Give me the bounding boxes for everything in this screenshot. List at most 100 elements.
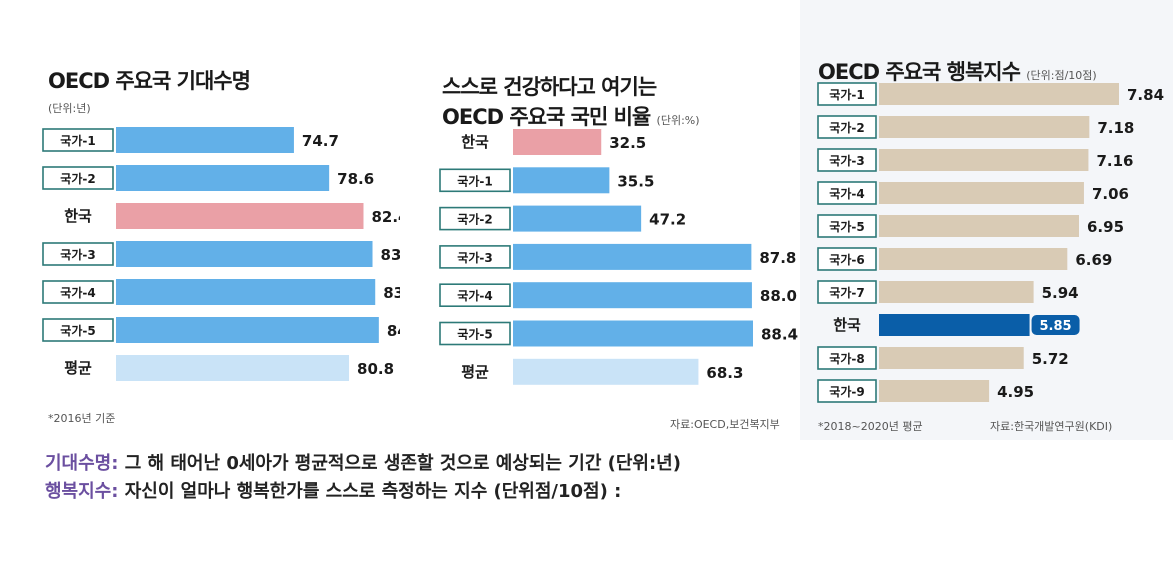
happiness-footnote: *2018~2020년 평균 bbox=[818, 420, 923, 433]
category-box bbox=[817, 280, 877, 304]
category-label: 국가-5 bbox=[829, 219, 864, 234]
bar bbox=[513, 358, 699, 385]
category-label: 국가-1 bbox=[60, 133, 95, 148]
definition-text: 자신이 얼마나 행복한가를 스스로 측정하는 지수 (단위점/10점) : bbox=[118, 481, 622, 502]
category-box bbox=[817, 148, 877, 172]
category-label: 국가-7 bbox=[829, 285, 864, 300]
value-label: 5.72 bbox=[1032, 350, 1069, 368]
bar bbox=[116, 127, 294, 153]
definition-term: 행복지수: bbox=[45, 481, 119, 502]
bar bbox=[513, 167, 610, 194]
life-expectancy-panel: OECD 주요국 기대수명 (단위:년) 국가-1 74.7 국가-2 78.6 한국 8… bbox=[0, 0, 424, 440]
happiness-index-panel: OECD 주요국 행복지수 (단위:점/10점) 국가-1 7.84 국가-2 7.1… bbox=[800, 0, 1173, 440]
category-box bbox=[817, 115, 877, 139]
category-box bbox=[439, 321, 511, 346]
bar bbox=[116, 355, 350, 381]
health-source: 자료:OECD,보건복지부 bbox=[670, 418, 780, 431]
bar bbox=[879, 116, 1090, 138]
bar bbox=[513, 320, 753, 347]
definition-life-expectancy: 기대수명: 그 해 태어난 0세아가 평균적으로 생존할 것으로 예상되는 기간… bbox=[45, 450, 681, 478]
category-label: 국가-2 bbox=[829, 120, 864, 135]
life-expectancy-unit: (단위:년) bbox=[48, 102, 91, 115]
bar bbox=[116, 241, 373, 267]
category-box bbox=[42, 280, 114, 304]
value-label: 87.8 bbox=[759, 249, 796, 267]
category-box bbox=[817, 214, 877, 238]
life-expectancy-title: OECD 주요국 기대수명 bbox=[48, 69, 251, 93]
value-label: 47.2 bbox=[649, 211, 686, 229]
value-label: 32.5 bbox=[609, 134, 646, 152]
value-label: 7.06 bbox=[1092, 185, 1129, 203]
category-box bbox=[42, 128, 114, 152]
health-unit: (단위:%) bbox=[656, 114, 700, 127]
bar bbox=[513, 129, 602, 155]
happiness-unit: (단위:점/10점) bbox=[1026, 69, 1097, 82]
category-box bbox=[817, 247, 877, 271]
happiness-title: OECD 주요국 행복지수 bbox=[818, 60, 1021, 84]
category-box bbox=[817, 181, 877, 205]
health-title-line2-row: OECD 주요국 국민 비율 (단위:%) bbox=[442, 102, 700, 136]
category-label: 국가-4 bbox=[829, 186, 864, 201]
health-title-line1: 스스로 건강하다고 여기는 bbox=[442, 75, 657, 99]
category-box bbox=[439, 245, 511, 269]
value-label: 6.95 bbox=[1087, 218, 1124, 236]
definition-term: 기대수명: bbox=[45, 453, 119, 474]
category-label: 평균 bbox=[64, 359, 92, 377]
category-label: 국가-3 bbox=[457, 250, 492, 265]
self-rated-health-chart: 한국 32.5 국가-1 35.5 국가-2 47.2 국가-3 87.8 국가-4 88.0 국가… bbox=[439, 129, 798, 385]
category-box bbox=[817, 346, 877, 370]
bar bbox=[879, 380, 990, 402]
value-label: 4.95 bbox=[997, 383, 1034, 401]
category-label: 국가-1 bbox=[457, 173, 492, 188]
happiness-source: 자료:한국개발연구원(KDI) bbox=[990, 420, 1113, 433]
value-label: 88.0 bbox=[760, 287, 797, 305]
category-label: 평균 bbox=[461, 363, 489, 381]
category-label: 한국 bbox=[64, 207, 92, 225]
bar bbox=[116, 165, 330, 191]
bar bbox=[879, 215, 1079, 237]
value-label: 88.4 bbox=[761, 326, 798, 344]
category-box bbox=[439, 206, 511, 231]
happiness-index-chart: 국가-1 7.84 국가-2 7.18 국가-3 7.16 국가-4 7.06 국가-5 6.95… bbox=[817, 82, 1164, 403]
bar bbox=[879, 347, 1024, 369]
value-label: 35.5 bbox=[617, 172, 654, 190]
bar bbox=[513, 282, 752, 309]
category-label: 국가-2 bbox=[457, 212, 492, 227]
category-label: 국가-5 bbox=[60, 323, 95, 338]
value-label: 68.3 bbox=[706, 364, 743, 382]
life-expectancy-chart: 국가-174.7국가-278.6한국82.4국가-383.4국가-483.7국가… bbox=[42, 127, 424, 381]
life-expectancy-footnote: *2016년 기준 bbox=[48, 412, 116, 425]
category-label: 국가-5 bbox=[457, 327, 492, 342]
category-label: 국가-6 bbox=[829, 252, 864, 267]
definition-happiness-index: 행복지수: 자신이 얼마나 행복한가를 스스로 측정하는 지수 (단위점/10점… bbox=[45, 478, 681, 506]
category-label: 국가-2 bbox=[60, 171, 95, 186]
definition-text: 그 해 태어난 0세아가 평균적으로 생존할 것으로 예상되는 기간 (단위:년… bbox=[118, 453, 681, 474]
category-box bbox=[439, 168, 511, 193]
value-label: 5.94 bbox=[1042, 284, 1079, 302]
category-label: 국가-4 bbox=[457, 288, 492, 303]
category-label: 국가-8 bbox=[829, 351, 864, 366]
happiness-title-row: OECD 주요국 행복지수 (단위:점/10점) bbox=[818, 57, 1097, 91]
category-box bbox=[42, 166, 114, 190]
value-label: 7.18 bbox=[1097, 119, 1134, 137]
category-label: 국가-9 bbox=[829, 384, 864, 399]
value-label: 6.69 bbox=[1075, 251, 1112, 269]
category-label: 한국 bbox=[461, 133, 489, 151]
bar bbox=[116, 279, 376, 305]
bar bbox=[879, 149, 1089, 171]
category-box bbox=[817, 82, 877, 106]
category-box bbox=[439, 283, 511, 308]
category-box bbox=[42, 242, 114, 266]
category-box bbox=[817, 379, 877, 403]
bar bbox=[879, 182, 1084, 204]
category-label: 국가-4 bbox=[60, 285, 95, 300]
value-label: 74.7 bbox=[302, 132, 339, 150]
bar bbox=[513, 243, 752, 270]
bar bbox=[116, 317, 379, 343]
bar bbox=[879, 314, 1030, 336]
category-label: 국가-3 bbox=[829, 153, 864, 168]
definitions: 기대수명: 그 해 태어난 0세아가 평균적으로 생존할 것으로 예상되는 기간… bbox=[45, 450, 681, 506]
value-label: 78.6 bbox=[337, 170, 374, 188]
value-label: 7.16 bbox=[1096, 152, 1133, 170]
bar bbox=[879, 248, 1068, 270]
